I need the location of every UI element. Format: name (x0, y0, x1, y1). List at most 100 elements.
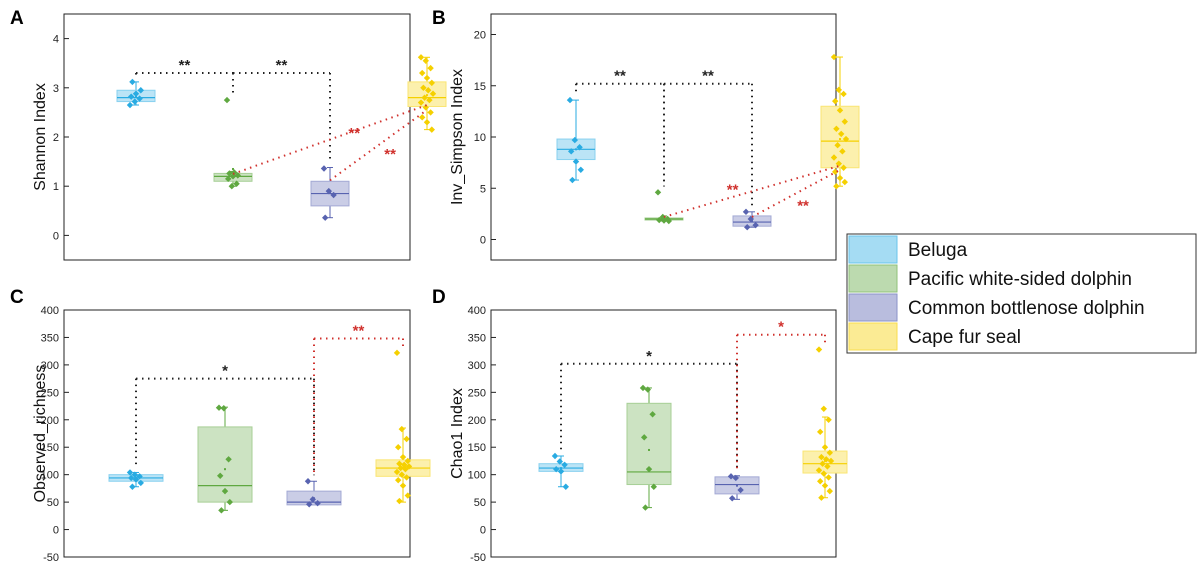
data-point (396, 497, 403, 505)
data-point (220, 405, 227, 412)
data-point (427, 64, 434, 72)
data-point (231, 169, 238, 176)
data-point (744, 224, 751, 231)
y-tick-label: 5 (480, 183, 486, 195)
y-axis-label: Inv_Simpson Index (449, 69, 466, 205)
legend-swatch (848, 235, 898, 264)
data-point (397, 464, 404, 472)
data-point (815, 467, 823, 474)
data-point (556, 458, 563, 465)
data-point (131, 98, 138, 105)
data-point (840, 90, 847, 98)
data-point (834, 142, 841, 149)
legend-swatch (848, 322, 898, 351)
y-tick-label: 0 (53, 230, 59, 242)
data-point (417, 54, 425, 61)
data-point (826, 487, 833, 495)
mean-marker (736, 484, 738, 487)
y-tick-label: 1 (53, 181, 59, 193)
data-point (566, 96, 574, 104)
data-point (654, 189, 662, 196)
data-point (306, 501, 313, 508)
data-point (820, 405, 827, 412)
box-group (644, 189, 684, 225)
data-point (233, 180, 240, 187)
data-point (423, 74, 431, 82)
data-point (404, 492, 411, 499)
data-point (569, 176, 576, 184)
data-point (825, 416, 832, 423)
data-point (818, 453, 825, 461)
data-point (727, 473, 735, 480)
y-tick-label: 350 (468, 332, 486, 344)
data-point (421, 94, 428, 101)
y-tick-label: 50 (47, 497, 59, 509)
panel-C: C -50 0 50 100 150 200 250 300 350 400 Observed_ric… (10, 287, 431, 563)
data-point (664, 215, 671, 223)
significance-bracket: ** (663, 68, 753, 206)
y-tick-label: 10 (474, 132, 486, 144)
data-point (428, 79, 435, 87)
data-point (309, 496, 316, 503)
legend-label: Common bottlenose dolphin (908, 298, 1145, 319)
significance-label: ** (179, 57, 191, 74)
data-point (818, 494, 825, 501)
panel-label: B (432, 8, 446, 29)
y-tick-label: 350 (41, 332, 59, 344)
mean-marker (232, 167, 234, 170)
legend-swatch (848, 264, 898, 293)
data-point (820, 470, 827, 477)
y-tick-label: 200 (41, 415, 59, 427)
data-point (403, 435, 410, 443)
significance-bracket: ** (232, 57, 331, 162)
data-point (129, 78, 136, 86)
diagonal-line (663, 164, 841, 218)
significance-diagonal: ** (751, 168, 841, 218)
data-point (821, 444, 829, 451)
significance-diagonal: ** (663, 164, 841, 218)
significance-label: * (646, 348, 652, 365)
data-point (218, 507, 225, 514)
data-point (403, 474, 410, 481)
data-point (420, 84, 427, 91)
box-group (310, 165, 350, 221)
data-point (228, 183, 235, 190)
plot-frame (63, 309, 411, 558)
data-point (571, 136, 578, 144)
data-point (136, 95, 143, 102)
significance-label: ** (702, 68, 714, 85)
data-point (553, 465, 560, 473)
data-point (641, 434, 648, 441)
legend-label: Beluga (908, 240, 968, 261)
data-point (577, 166, 584, 173)
data-point (557, 468, 565, 475)
data-point (842, 135, 850, 143)
y-tick-label: 0 (480, 525, 486, 537)
data-point (395, 476, 402, 484)
data-point (322, 214, 329, 221)
data-point (826, 449, 833, 456)
mean-marker (575, 148, 577, 151)
data-point (737, 486, 744, 494)
data-point (817, 478, 824, 485)
significance-bracket: * (560, 348, 738, 470)
significance-bracket: ** (135, 57, 234, 95)
y-tick-label: 300 (41, 360, 59, 372)
box-group (213, 96, 253, 190)
data-point (836, 174, 844, 182)
data-point (819, 460, 826, 467)
data-point (729, 495, 736, 502)
significance-bracket: ** (313, 323, 404, 476)
box (802, 450, 848, 474)
data-point (126, 101, 134, 109)
data-point (572, 158, 580, 165)
data-point (833, 125, 840, 132)
data-point (639, 384, 647, 392)
data-point (128, 474, 135, 482)
legend-swatch (848, 293, 898, 322)
significance-label: ** (614, 68, 626, 85)
data-point (835, 160, 842, 167)
y-tick-label: 250 (468, 387, 486, 399)
panel-label: D (432, 287, 446, 308)
